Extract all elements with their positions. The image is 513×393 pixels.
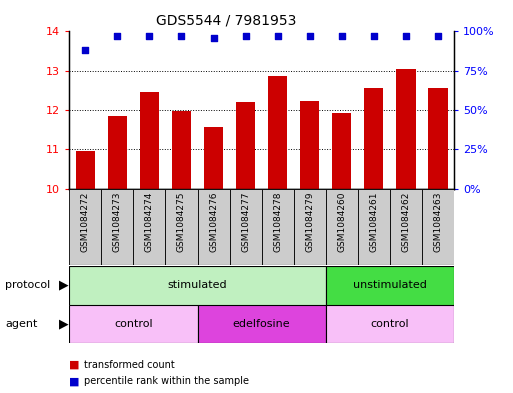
Text: ■: ■ [69, 360, 80, 370]
Bar [326, 305, 454, 343]
Text: GSM1084277: GSM1084277 [241, 192, 250, 252]
Bar [236, 102, 255, 189]
Bar [390, 189, 422, 265]
Text: stimulated: stimulated [168, 280, 227, 290]
Bar [108, 116, 127, 189]
Bar [428, 88, 447, 189]
Text: GSM1084279: GSM1084279 [305, 192, 314, 252]
Bar [76, 151, 95, 189]
Bar [326, 189, 358, 265]
Text: ▶: ▶ [60, 279, 69, 292]
Text: GDS5544 / 7981953: GDS5544 / 7981953 [155, 14, 296, 28]
Point [273, 33, 282, 39]
Text: edelfosine: edelfosine [233, 319, 290, 329]
Text: GSM1084261: GSM1084261 [369, 192, 379, 252]
Point [209, 35, 218, 41]
Point [145, 33, 153, 39]
Point [338, 33, 346, 39]
Bar [69, 305, 198, 343]
Text: GSM1084262: GSM1084262 [401, 192, 410, 252]
Bar [422, 189, 454, 265]
Text: transformed count: transformed count [84, 360, 174, 370]
Text: control: control [114, 319, 153, 329]
Point [370, 33, 378, 39]
Bar [204, 127, 223, 189]
Bar [165, 189, 198, 265]
Text: GSM1084276: GSM1084276 [209, 192, 218, 252]
Bar [268, 76, 287, 189]
Text: GSM1084278: GSM1084278 [273, 192, 282, 252]
Point [306, 33, 314, 39]
Bar [364, 88, 383, 189]
Point [402, 33, 410, 39]
Bar [358, 189, 390, 265]
Bar [229, 189, 262, 265]
Text: GSM1084273: GSM1084273 [113, 192, 122, 252]
Text: GSM1084263: GSM1084263 [433, 192, 443, 252]
Text: GSM1084274: GSM1084274 [145, 192, 154, 252]
Bar [140, 92, 159, 189]
Bar [293, 189, 326, 265]
Bar [262, 189, 293, 265]
Text: ▶: ▶ [60, 317, 69, 331]
Bar [172, 111, 191, 189]
Text: percentile rank within the sample: percentile rank within the sample [84, 376, 249, 386]
Bar [332, 113, 351, 189]
Bar [102, 189, 133, 265]
Text: GSM1084272: GSM1084272 [81, 192, 90, 252]
Bar [300, 101, 319, 189]
Bar [133, 189, 165, 265]
Bar [326, 266, 454, 305]
Text: unstimulated: unstimulated [353, 280, 427, 290]
Text: agent: agent [5, 319, 37, 329]
Point [81, 47, 89, 53]
Bar [396, 69, 416, 189]
Text: GSM1084260: GSM1084260 [337, 192, 346, 252]
Text: control: control [370, 319, 409, 329]
Bar [69, 189, 102, 265]
Text: protocol: protocol [5, 280, 50, 290]
Point [242, 33, 250, 39]
Point [177, 33, 186, 39]
Point [434, 33, 442, 39]
Text: ■: ■ [69, 376, 80, 386]
Bar [198, 189, 229, 265]
Point [113, 33, 122, 39]
Text: GSM1084275: GSM1084275 [177, 192, 186, 252]
Bar [69, 266, 326, 305]
Bar [198, 305, 326, 343]
